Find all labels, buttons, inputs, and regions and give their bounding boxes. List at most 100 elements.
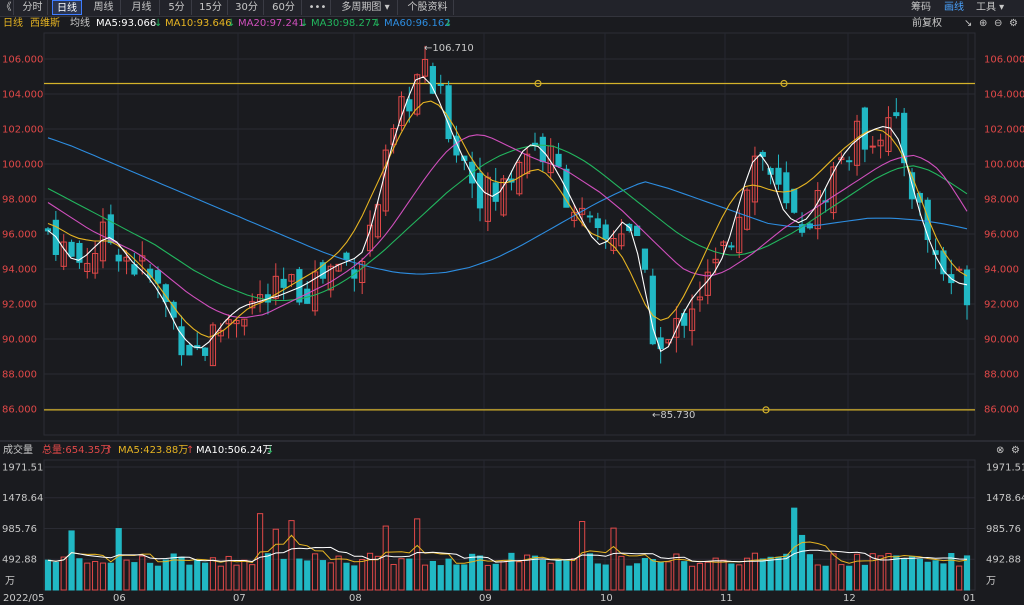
gear-icon[interactable]: ⚙ (1009, 18, 1018, 29)
x-axis-label: 06 (113, 593, 126, 604)
tools-dropdown[interactable]: 工具 ▾ (976, 2, 1005, 13)
volume-close-icon[interactable]: ⊗ (996, 445, 1005, 456)
tab-fenshi[interactable]: 分时 (18, 0, 48, 15)
candle-body (60, 241, 67, 267)
volume-bar (461, 564, 468, 591)
x-axis-label: 09 (479, 593, 492, 604)
stock-profile-button[interactable]: 个股资料 (402, 0, 454, 15)
volume-bar (814, 564, 821, 591)
volume-bar (618, 555, 625, 591)
volume-bar (154, 565, 162, 591)
volume-ma10-line (47, 546, 968, 563)
tab-15min[interactable]: 15分 (194, 0, 228, 15)
volume-bar (484, 564, 491, 591)
candle-body (492, 182, 499, 202)
candle-body (406, 99, 413, 112)
volume-bar (107, 562, 114, 591)
tab-weekly[interactable]: 周线 (87, 0, 121, 15)
price-label-left: 90.000 (2, 335, 37, 346)
tab-daily[interactable]: 日线 (52, 0, 82, 15)
volume-bar (704, 561, 711, 591)
price-label-left: 96.000 (2, 230, 37, 241)
volume-bar (52, 561, 59, 591)
price-label-left: 92.000 (2, 300, 37, 311)
candle-body (586, 215, 594, 218)
candle-body (791, 188, 798, 213)
volume-bar (688, 565, 696, 591)
tab-5min[interactable]: 5分 (162, 0, 192, 15)
adjust-label[interactable]: 前复权 (912, 18, 942, 29)
ma5-arrow-icon: ↓ (154, 18, 163, 29)
volume-bar (563, 559, 570, 591)
zoom-out-icon[interactable]: ⊖ (994, 18, 1003, 29)
candle-body (437, 83, 444, 86)
price-label-right: 90.000 (984, 335, 1019, 346)
candle-body (84, 262, 91, 273)
multi-period-dropdown[interactable]: 多周期图 ▾ (334, 0, 398, 15)
candle-body (476, 172, 484, 209)
volume-bar (500, 561, 507, 591)
volume-bar (296, 558, 303, 591)
volume-bar (429, 560, 436, 591)
draw-line-button[interactable]: 画线 (944, 2, 964, 13)
candle-body (751, 155, 759, 203)
volume-bar (382, 525, 389, 591)
volume-bar (830, 553, 837, 591)
x-axis-label: 2022/05 (3, 593, 45, 604)
candle-body (390, 128, 397, 145)
volume-bar (374, 555, 381, 591)
volume-bar (524, 554, 531, 591)
more-periods-button[interactable]: ••• (305, 0, 331, 15)
tab-30min[interactable]: 30分 (230, 0, 264, 15)
volume-bar (940, 563, 947, 591)
stock-name: 西维斯 (30, 18, 60, 29)
price-label-right: 94.000 (984, 265, 1019, 276)
tab-monthly[interactable]: 月线 (124, 0, 160, 15)
price-label-left: 88.000 (2, 370, 37, 381)
candle-body (429, 66, 436, 94)
volume-bar (798, 534, 806, 591)
candle-body (963, 269, 971, 306)
tab-60min[interactable]: 60分 (266, 0, 302, 15)
candle-body (131, 264, 138, 275)
volume-bar (555, 559, 562, 591)
volume-bar (641, 558, 649, 591)
candle-body (743, 189, 751, 230)
collapse-icon[interactable]: 《 (0, 0, 14, 15)
settings-clip-icon[interactable]: ↘ (964, 18, 973, 29)
ma60-value: MA60:96.162 (384, 18, 451, 29)
volume-bar (241, 559, 248, 591)
chips-button[interactable]: 筹码 (911, 2, 931, 13)
volume-bar (861, 564, 868, 591)
volume-bar (225, 555, 232, 591)
volume-bar (304, 560, 311, 591)
avg-line-label[interactable]: 均线 (70, 18, 90, 29)
candle-body (602, 224, 609, 240)
volume-bar (453, 564, 460, 591)
candle-body (696, 296, 704, 301)
volume-bar (84, 562, 91, 591)
candle-body (359, 260, 366, 283)
candle-body (524, 153, 531, 175)
volume-ma5: MA5:423.88万 (118, 445, 189, 456)
volume-gear-icon[interactable]: ⚙ (1011, 445, 1020, 456)
ma10-value: MA10:93.646 (165, 18, 232, 29)
candle-body (594, 218, 601, 228)
volume-bar (437, 565, 444, 591)
volume-bar (115, 528, 122, 591)
volume-bar (893, 555, 900, 591)
volume-bar (44, 559, 52, 591)
volume-bar (351, 565, 358, 591)
ma-lines (47, 76, 968, 353)
candle-body (327, 265, 334, 291)
volume-bar (956, 565, 963, 591)
candle-body (154, 270, 162, 284)
candle-body (618, 233, 625, 247)
zoom-in-icon[interactable]: ⊕ (979, 18, 988, 29)
volume-bar (783, 553, 790, 591)
volume-bar (398, 558, 405, 591)
x-axis-label: 07 (233, 593, 246, 604)
price-label-right: 104.000 (984, 90, 1024, 101)
volume-bar (76, 558, 83, 591)
